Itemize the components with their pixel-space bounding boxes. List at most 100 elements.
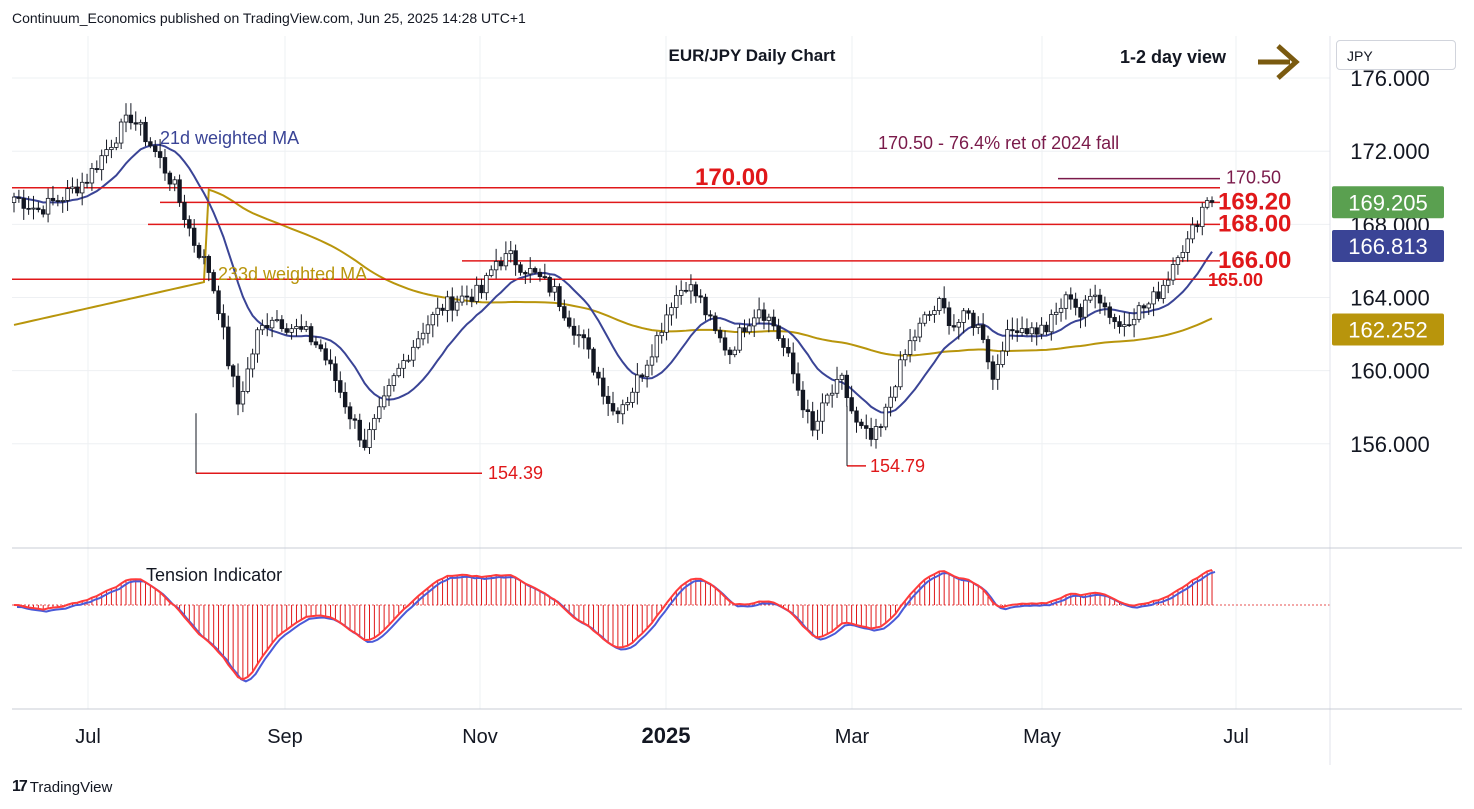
candle	[873, 418, 879, 449]
candle	[367, 422, 372, 454]
candle-body	[31, 207, 36, 210]
candle	[722, 330, 728, 356]
candle	[260, 319, 265, 335]
candle	[333, 356, 338, 393]
candle	[1165, 271, 1171, 294]
candle-body	[537, 271, 543, 277]
level-label-165-00: 165.00	[1208, 270, 1263, 290]
candle-body	[1151, 291, 1156, 305]
candle	[995, 354, 1000, 390]
candle	[430, 311, 436, 338]
candle	[581, 329, 586, 350]
candle	[820, 393, 825, 434]
candle-body	[547, 276, 552, 293]
candle	[508, 240, 513, 263]
candle-body	[16, 196, 22, 199]
candle	[303, 320, 309, 333]
candle	[401, 353, 406, 379]
candle	[328, 349, 333, 371]
candle	[766, 313, 772, 333]
candle	[669, 302, 674, 326]
candle-body	[260, 325, 265, 331]
candle	[664, 304, 669, 341]
candle	[513, 244, 518, 276]
candle	[528, 257, 533, 283]
candle	[937, 296, 942, 315]
candle	[1185, 231, 1190, 262]
candle-body	[133, 122, 138, 125]
candle	[411, 340, 416, 367]
retracement-annotation: 170.50 - 76.4% ret of 2024 fall	[878, 133, 1119, 153]
candle	[849, 385, 854, 414]
candle-body	[1000, 350, 1005, 365]
candle-body	[162, 157, 168, 174]
candle-body	[980, 324, 986, 340]
candle-body	[464, 295, 470, 298]
candle-body	[664, 314, 669, 333]
candle	[1200, 202, 1205, 236]
candle	[566, 310, 572, 329]
candle-body	[45, 197, 51, 215]
candle	[829, 384, 835, 408]
candle-body	[1185, 238, 1190, 253]
candle	[844, 370, 849, 407]
candle	[1141, 303, 1147, 319]
candle-body	[678, 289, 684, 296]
candle-body	[1122, 324, 1127, 327]
candle	[620, 399, 625, 425]
candle-body	[649, 356, 655, 366]
candle	[678, 280, 684, 305]
candle-body	[610, 403, 616, 412]
candle-body	[425, 324, 431, 334]
candle	[956, 318, 961, 340]
tradingview-logo[interactable]: 17 TradingView	[12, 778, 112, 796]
candle-body	[566, 317, 572, 327]
candle-body	[708, 314, 713, 317]
candle-body	[605, 395, 611, 404]
candle	[1127, 312, 1132, 327]
chart-title: EUR/JPY Daily Chart	[669, 46, 836, 65]
y-tick-label: 164.000	[1350, 285, 1430, 310]
candle-body	[791, 352, 796, 375]
last-price-badge-box	[1332, 186, 1444, 219]
candle	[1063, 291, 1069, 320]
candle-body	[825, 394, 830, 404]
candle	[810, 401, 815, 437]
currency-selector[interactable]: JPY	[1336, 40, 1456, 70]
candle-body	[245, 368, 250, 392]
candle	[269, 316, 275, 338]
candle-body	[153, 145, 158, 152]
candle	[800, 381, 806, 418]
candle-body	[834, 378, 840, 394]
candle	[94, 160, 99, 173]
candle	[89, 162, 95, 191]
candle-body	[571, 325, 577, 336]
x-tick-label: Sep	[267, 726, 303, 748]
candle-body	[104, 149, 109, 157]
candle	[834, 366, 840, 398]
candle-body	[294, 326, 299, 330]
candle-body	[615, 410, 621, 415]
candle-body	[128, 114, 134, 124]
candle	[420, 322, 426, 346]
candle	[571, 318, 577, 345]
candle-body	[961, 310, 966, 323]
candle-body	[167, 172, 173, 185]
candle-body	[717, 330, 723, 339]
candle-body	[542, 276, 548, 278]
candle	[815, 409, 820, 440]
candle-body	[644, 364, 650, 378]
candle	[299, 314, 304, 333]
indicator-line	[13, 569, 1213, 681]
candle	[255, 327, 260, 363]
candle	[771, 309, 776, 331]
candle	[693, 281, 698, 303]
candle	[84, 173, 90, 189]
candle-body	[513, 250, 518, 266]
candle	[927, 310, 932, 321]
candle	[1049, 309, 1054, 341]
ma233-line	[13, 188, 1213, 357]
candle-body	[255, 329, 260, 355]
candle-body	[191, 227, 197, 246]
